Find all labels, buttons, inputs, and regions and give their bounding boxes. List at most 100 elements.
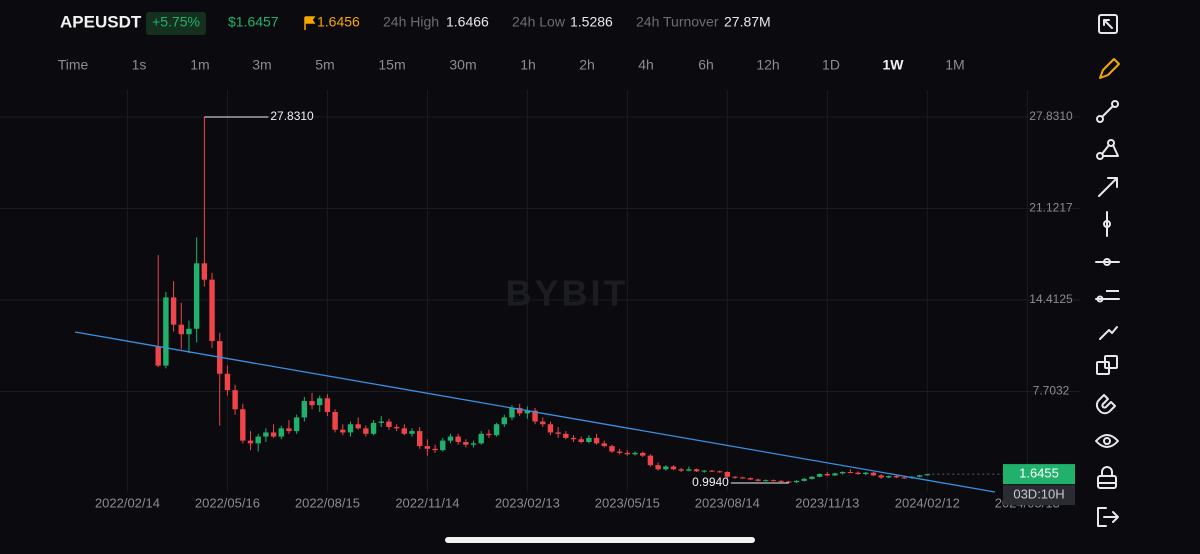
candle-body xyxy=(532,410,538,422)
timeframe-option[interactable]: 1M xyxy=(945,57,964,73)
timeframe-option[interactable]: 5m xyxy=(315,57,334,73)
candle-body xyxy=(309,401,315,406)
candle-body xyxy=(270,432,277,437)
fullscreen-button[interactable] xyxy=(1098,14,1118,34)
x-tick-label: 2023/08/14 xyxy=(695,495,760,510)
candle-body xyxy=(224,373,231,391)
candle-body xyxy=(632,452,638,455)
symbol[interactable]: APEUSDT xyxy=(60,12,142,31)
timeframe-option[interactable]: 1s xyxy=(132,57,147,73)
candle-body xyxy=(663,466,669,470)
trend-line[interactable] xyxy=(74,331,996,493)
candle-body xyxy=(886,476,892,478)
candle-body xyxy=(324,398,331,412)
candle-body xyxy=(601,443,607,447)
line-tool[interactable] xyxy=(1096,100,1119,123)
candle-body xyxy=(778,480,784,482)
timeframe-option[interactable]: 15m xyxy=(378,57,405,73)
timeframe-option[interactable]: 30m xyxy=(449,57,476,73)
arrow-tool[interactable] xyxy=(1098,177,1118,197)
candle-body xyxy=(155,346,161,366)
candle-body xyxy=(317,398,323,406)
candle-body xyxy=(286,428,292,432)
layers-tool[interactable] xyxy=(1096,355,1118,375)
candle-body xyxy=(293,417,300,432)
lock-toggle[interactable] xyxy=(1097,466,1117,489)
pencil-button[interactable] xyxy=(1099,58,1120,79)
price-line-tool[interactable] xyxy=(1095,290,1120,303)
candle-body xyxy=(747,478,754,480)
timeframe-option[interactable]: 1W xyxy=(883,57,905,73)
stat-label: 24h Turnover xyxy=(636,14,719,30)
candle-body xyxy=(447,436,454,441)
candle-body xyxy=(586,437,592,442)
candle-body xyxy=(524,410,531,414)
ray-tool[interactable] xyxy=(1096,139,1119,160)
candle-body xyxy=(770,480,777,482)
candle-body xyxy=(493,424,500,436)
flag-icon xyxy=(304,16,316,30)
x-tick-label: 2024/02/12 xyxy=(895,495,960,510)
candle-body xyxy=(263,432,269,437)
stat-value: 27.87M xyxy=(724,14,771,30)
timeframe-option[interactable]: Time xyxy=(58,57,89,73)
candle-body xyxy=(809,476,815,479)
candle-body xyxy=(232,390,238,410)
candle-body xyxy=(378,421,384,423)
candle-body xyxy=(386,421,392,427)
timeframe-option[interactable]: 2h xyxy=(579,57,595,73)
timeframe-option[interactable]: 1m xyxy=(190,57,209,73)
candle-body xyxy=(278,428,284,437)
current-price-tag xyxy=(1003,464,1075,485)
watermark: BYBIT xyxy=(506,273,629,314)
toolbar xyxy=(1095,14,1120,527)
candle-body xyxy=(409,431,415,434)
visibility-toggle[interactable] xyxy=(1095,434,1119,448)
x-tick-label: 2022/11/14 xyxy=(395,495,459,510)
candle-body xyxy=(724,471,731,477)
candle-body xyxy=(432,448,438,451)
candle-body xyxy=(740,477,746,479)
candle-body xyxy=(478,433,484,444)
timeframe-option[interactable]: 1D xyxy=(822,57,840,73)
timeframe-option[interactable]: 12h xyxy=(756,57,779,73)
candle-body xyxy=(516,407,523,414)
change: +5.75% xyxy=(152,14,200,30)
x-tick-label: 2023/02/13 xyxy=(495,495,560,510)
candle-body xyxy=(401,428,408,434)
candle-body xyxy=(470,443,477,445)
candle-body xyxy=(463,441,469,445)
stat-label: 24h Low xyxy=(512,14,566,30)
candle-body xyxy=(247,440,254,444)
candle-body xyxy=(355,424,361,429)
candle-body xyxy=(893,476,900,478)
timeframe-option[interactable]: 4h xyxy=(638,57,654,73)
candle-body xyxy=(786,481,792,483)
high-marker-label: 27.8310 xyxy=(270,109,314,123)
candle-body xyxy=(924,474,930,476)
candle-body xyxy=(709,470,715,472)
mark-price: 1.6456 xyxy=(317,14,360,30)
candle-body xyxy=(440,440,446,451)
candle-body xyxy=(509,407,515,418)
candle-body xyxy=(732,476,738,478)
candle-body xyxy=(870,472,877,476)
magnet-tool[interactable] xyxy=(1095,394,1116,415)
current-price-label: 1.6455 xyxy=(1019,466,1059,481)
x-tick-label: 2022/02/14 xyxy=(95,495,160,510)
timeframe-option[interactable]: 1h xyxy=(520,57,536,73)
candle-body xyxy=(678,469,684,471)
trend-tool[interactable] xyxy=(1099,326,1118,340)
exit-button[interactable] xyxy=(1097,507,1119,527)
candle-body xyxy=(863,472,869,475)
timeframe-option[interactable]: 3m xyxy=(252,57,271,73)
candle-body xyxy=(693,469,700,472)
timeframe-option[interactable]: 6h xyxy=(698,57,714,73)
vertical-line-tool[interactable] xyxy=(1103,211,1111,237)
candle-body xyxy=(578,439,584,442)
candle-body xyxy=(647,455,654,466)
horizontal-line-tool[interactable] xyxy=(1095,258,1120,266)
candle-body xyxy=(655,465,661,470)
stat-value: 1.5286 xyxy=(570,14,613,30)
